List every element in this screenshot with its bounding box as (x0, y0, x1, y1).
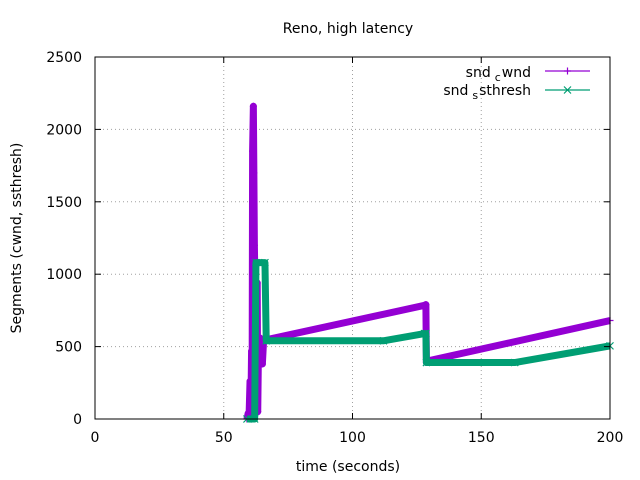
data-point (422, 358, 431, 367)
series-line-snd-cwnd (246, 106, 611, 420)
grid (95, 57, 610, 419)
legend-label-snd-ssthresh: snd ssthresh (443, 83, 531, 102)
x-tick-label: 200 (597, 430, 624, 446)
x-tick-label: 50 (215, 430, 233, 446)
data-point (250, 241, 258, 249)
y-tick-label: 1500 (46, 195, 82, 211)
data-point (510, 358, 519, 367)
axis-ticks (94, 56, 611, 420)
y-tick-label: 0 (73, 412, 82, 428)
x-tick-label: 100 (339, 430, 366, 446)
x-tick-label: 0 (91, 430, 100, 446)
legend-entry-snd-cwnd: snd cwnd (466, 65, 590, 84)
series-band-snd-cwnd (243, 102, 611, 422)
x-tick-label: 150 (468, 430, 495, 446)
data-point (252, 258, 260, 267)
legend-marker-snd-cwnd (564, 67, 571, 75)
data-point (422, 301, 430, 309)
data-point (421, 301, 429, 309)
legend-entry-snd-ssthresh: snd ssthresh (443, 83, 590, 102)
y-tick-label: 2500 (46, 50, 82, 66)
series-snd-ssthresh (243, 258, 614, 423)
data-point (249, 147, 257, 155)
y-tick-label: 500 (55, 340, 82, 356)
series-layer (243, 102, 614, 423)
y-axis-label: Segments (cwnd, ssthresh) (9, 143, 25, 334)
data-point (421, 329, 430, 338)
legend-label-snd-cwnd: snd cwnd (466, 65, 531, 84)
y-tick-label: 1000 (46, 267, 82, 283)
series-snd-cwnd (243, 102, 614, 423)
data-point (379, 336, 388, 345)
data-point (261, 258, 269, 267)
data-point (250, 169, 258, 177)
data-point (420, 329, 429, 338)
chart-title: Reno, high latency (283, 21, 413, 37)
legend-marker-snd-ssthresh (563, 86, 572, 94)
data-point (258, 360, 266, 368)
y-tick-label: 2000 (46, 122, 82, 138)
x-axis-label: time (seconds) (296, 459, 400, 475)
data-point (249, 102, 257, 110)
legend: snd cwnd snd ssthresh (443, 65, 590, 102)
data-point (262, 336, 271, 345)
